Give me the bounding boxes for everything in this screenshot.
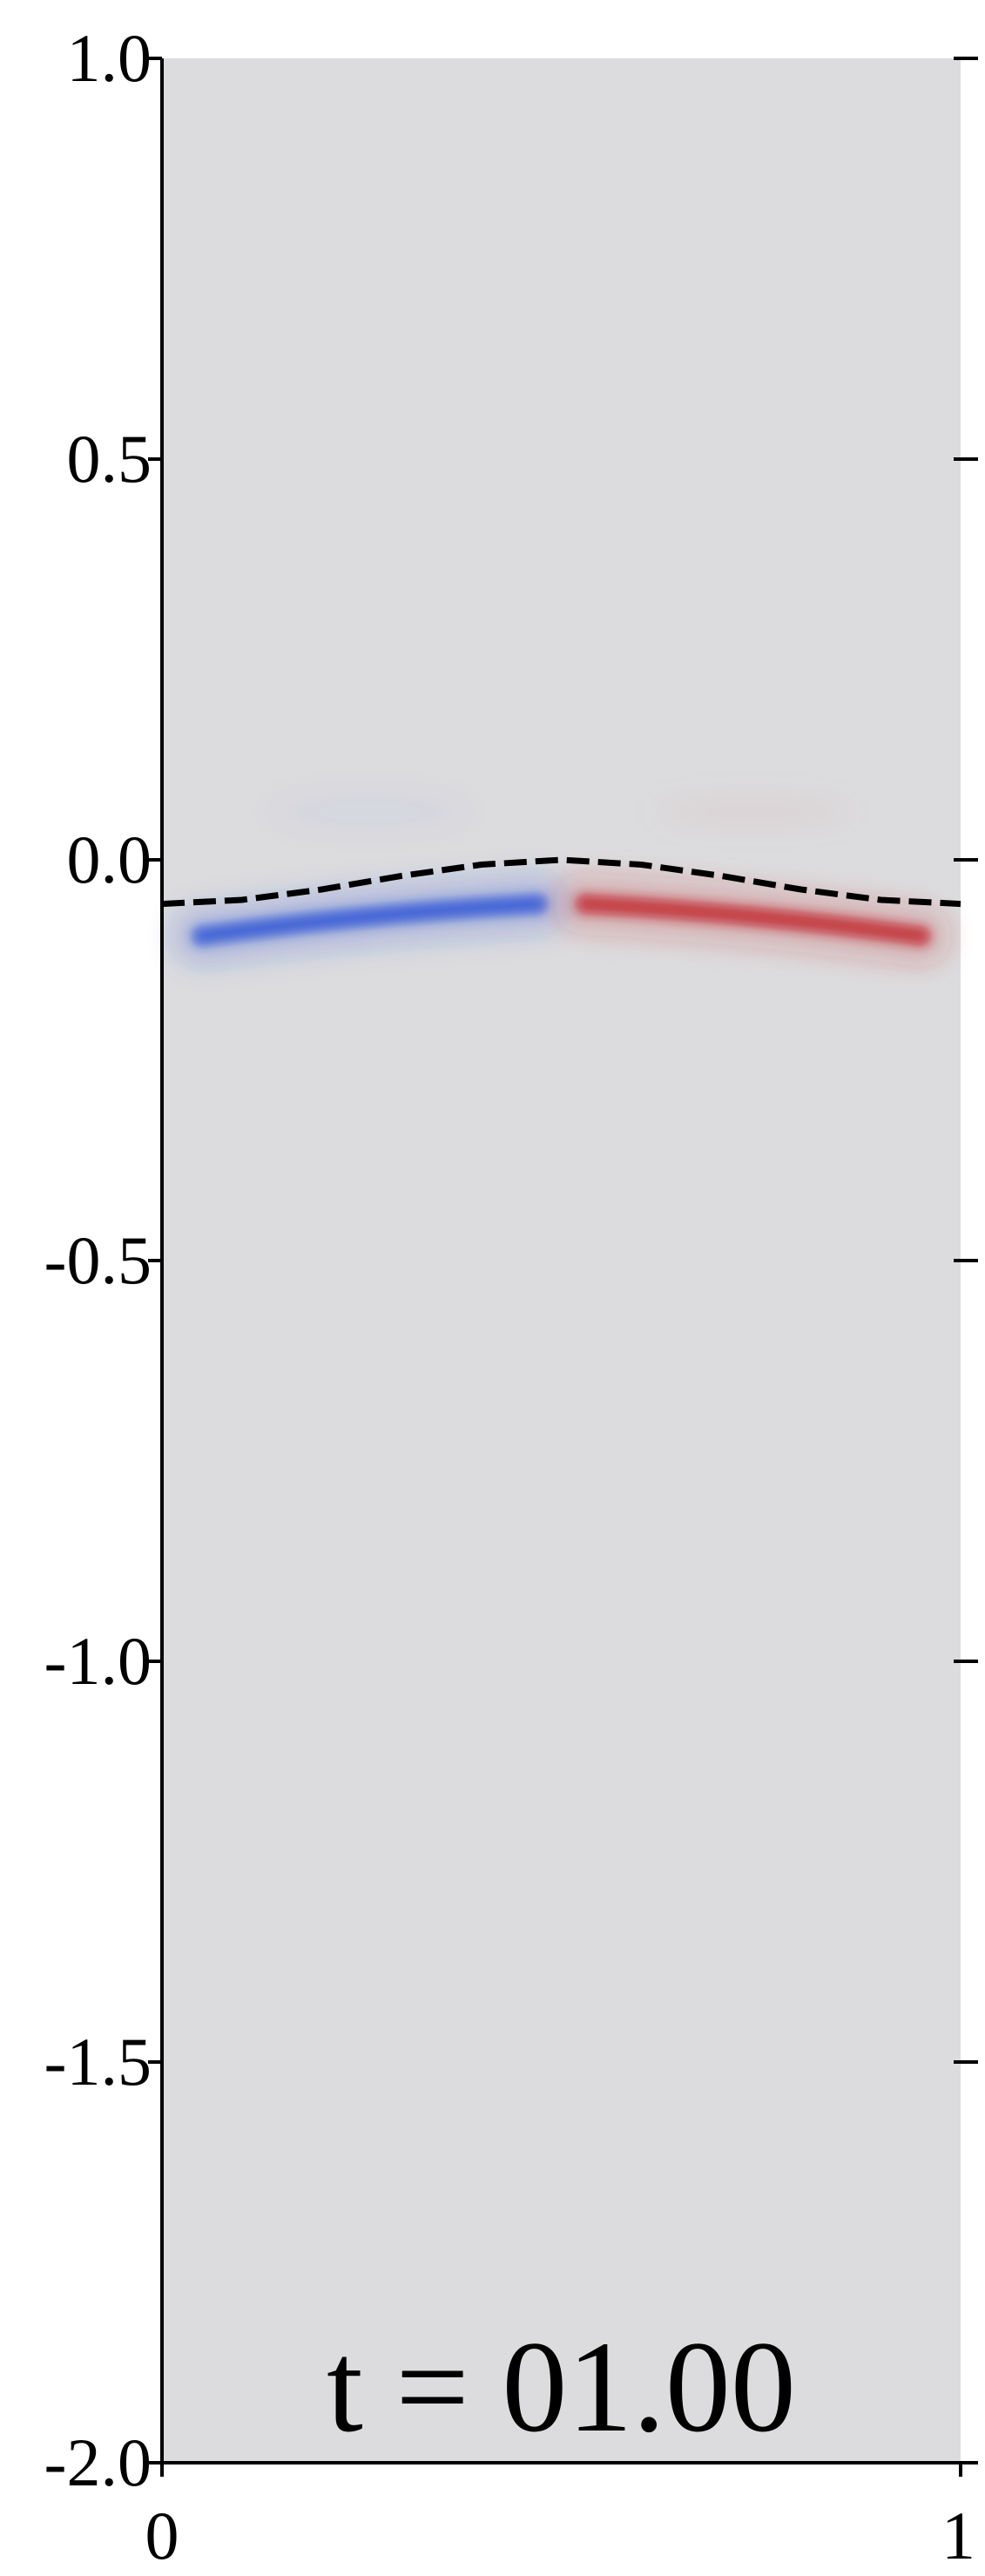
interface-curve <box>161 856 961 908</box>
time-annotation: t = 01.00 <box>327 2315 796 2459</box>
vorticity-negative-core <box>198 900 541 940</box>
y-tick-label: 0.0 <box>67 821 152 897</box>
vorticity-positive-region <box>555 799 952 967</box>
y-tick-label: 0.5 <box>67 421 152 497</box>
y-tick-label: -1.0 <box>44 1623 152 1699</box>
x-tick-label: 0 <box>145 2498 179 2573</box>
y-tick-label: -1.5 <box>44 2024 152 2099</box>
y-tick-label: 1.0 <box>67 20 152 96</box>
vorticity-field <box>171 799 952 967</box>
y-axis-ticks: 1.0 0.5 0.0 -0.5 -1.0 -1.5 -2.0 <box>44 20 978 2500</box>
vorticity-negative-region <box>171 799 568 967</box>
y-tick-label: -0.5 <box>44 1222 152 1298</box>
vorticity-positive-faint <box>652 799 854 824</box>
y-tick-label: -2.0 <box>44 2424 152 2500</box>
vorticity-negative-faint <box>268 799 470 824</box>
x-tick-label: 1 <box>941 2498 975 2573</box>
vorticity-positive-core <box>582 900 925 940</box>
interface-dashed-line <box>161 856 961 908</box>
plot-background <box>162 58 961 2463</box>
